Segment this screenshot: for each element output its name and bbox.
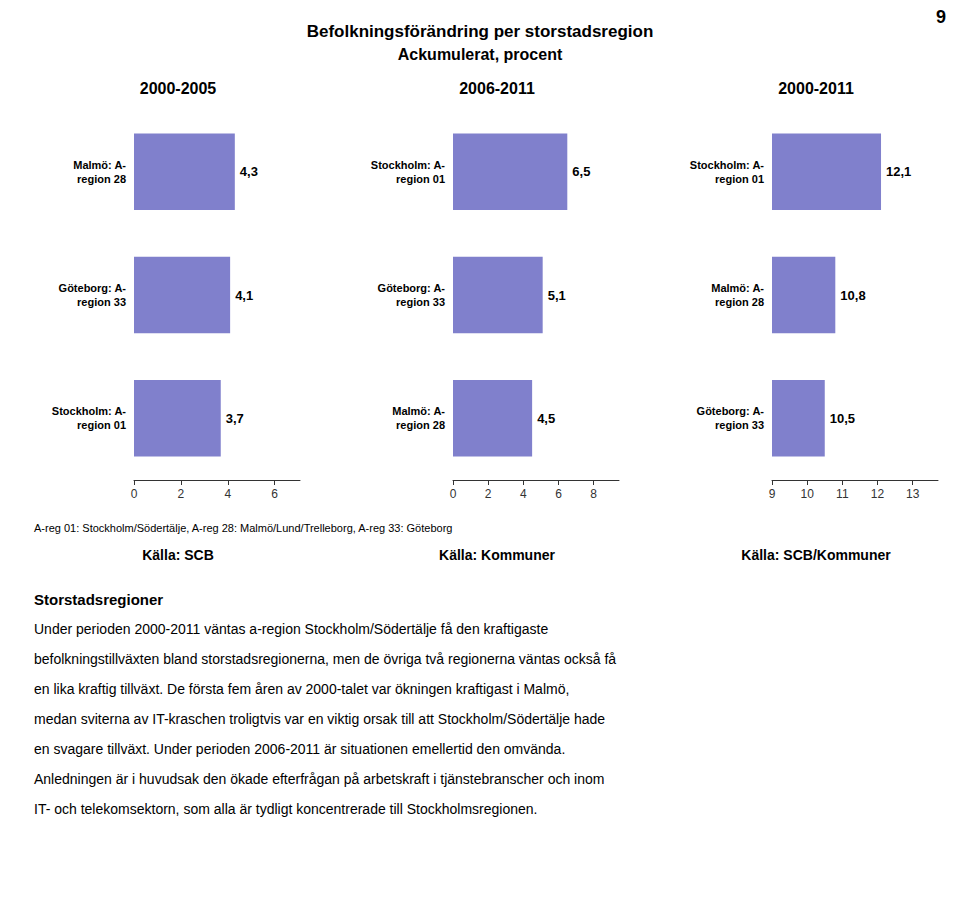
svg-text:13: 13 [906,487,920,501]
svg-text:Anledningen är i huvudsak den: Anledningen är i huvudsak den ökade efte… [34,771,604,787]
svg-text:IT- och telekomsektorn, som al: IT- och telekomsektorn, som alla är tydl… [34,801,537,817]
svg-text:9: 9 [936,7,946,27]
svg-text:Källa: Kommuner: Källa: Kommuner [439,547,555,563]
svg-text:4,3: 4,3 [240,164,258,179]
svg-text:en lika kraftig tillväxt. De f: en lika kraftig tillväxt. De första fem … [34,681,569,697]
svg-text:Göteborg: A-: Göteborg: A- [697,405,765,417]
svg-text:region 33: region 33 [396,296,445,308]
svg-text:Under perioden 2000-2011 vänta: Under perioden 2000-2011 väntas a-region… [34,621,548,637]
svg-text:0: 0 [450,487,457,501]
svg-text:0: 0 [131,487,138,501]
svg-text:8: 8 [590,487,597,501]
svg-text:region 33: region 33 [715,419,764,431]
svg-text:10,5: 10,5 [830,411,855,426]
svg-text:2000-2011: 2000-2011 [778,80,854,97]
svg-text:6: 6 [555,487,562,501]
svg-text:Göteborg: A-: Göteborg: A- [378,282,446,294]
svg-text:3,7: 3,7 [226,411,244,426]
svg-text:region 28: region 28 [77,173,126,185]
svg-text:12,1: 12,1 [886,164,911,179]
svg-text:Göteborg: A-: Göteborg: A- [59,282,127,294]
svg-text:Stockholm: A-: Stockholm: A- [371,159,445,171]
svg-text:5,1: 5,1 [548,288,566,303]
svg-text:6: 6 [271,487,278,501]
svg-text:6,5: 6,5 [572,164,590,179]
svg-text:Malmö: A-: Malmö: A- [392,405,445,417]
svg-text:befolkningstillväxten bland st: befolkningstillväxten bland storstadsreg… [34,651,616,667]
svg-text:Källa: SCB/Kommuner: Källa: SCB/Kommuner [741,547,891,563]
svg-text:4,1: 4,1 [235,288,253,303]
svg-text:medan sviterna av IT-kraschen: medan sviterna av IT-kraschen troligtvis… [34,711,605,727]
svg-text:Befolkningsförändring per stor: Befolkningsförändring per storstadsregio… [307,22,654,41]
svg-text:2000-2005: 2000-2005 [140,80,217,97]
svg-text:Stockholm: A-: Stockholm: A- [52,405,126,417]
svg-text:2006-2011: 2006-2011 [459,80,535,97]
svg-text:A-reg 01: Stockholm/Södertälje: A-reg 01: Stockholm/Södertälje, A-reg 28… [34,522,452,534]
svg-text:region 33: region 33 [77,296,126,308]
svg-text:9: 9 [769,487,776,501]
svg-text:region 28: region 28 [396,419,445,431]
svg-text:10,8: 10,8 [840,288,865,303]
svg-text:2: 2 [178,487,185,501]
svg-text:Källa: SCB: Källa: SCB [142,547,214,563]
svg-text:12: 12 [871,487,885,501]
svg-text:en svagare tillväxt. Under per: en svagare tillväxt. Under perioden 2006… [34,741,565,757]
svg-text:region 01: region 01 [715,173,764,185]
svg-text:10: 10 [800,487,814,501]
svg-text:Malmö: A-: Malmö: A- [711,282,764,294]
svg-text:Ackumulerat, procent: Ackumulerat, procent [398,46,563,63]
svg-text:Storstadsregioner: Storstadsregioner [34,591,163,608]
svg-text:region 28: region 28 [715,296,764,308]
svg-text:Stockholm: A-: Stockholm: A- [690,159,764,171]
svg-text:4: 4 [520,487,527,501]
svg-text:region 01: region 01 [396,173,445,185]
svg-text:2: 2 [485,487,492,501]
svg-text:4: 4 [224,487,231,501]
svg-text:Malmö: A-: Malmö: A- [73,159,126,171]
svg-text:region 01: region 01 [77,419,126,431]
svg-text:4,5: 4,5 [537,411,555,426]
svg-text:11: 11 [836,487,849,501]
